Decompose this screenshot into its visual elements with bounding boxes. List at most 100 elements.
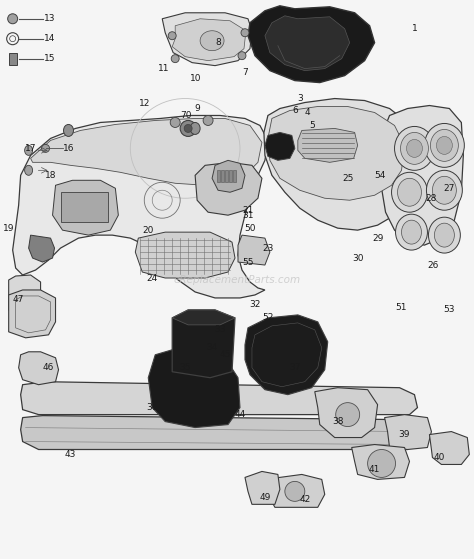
Text: 41: 41: [369, 465, 380, 474]
Text: 21: 21: [242, 206, 254, 215]
Bar: [233, 170, 236, 182]
Polygon shape: [382, 106, 463, 245]
Polygon shape: [429, 432, 469, 465]
Polygon shape: [162, 13, 252, 65]
Polygon shape: [265, 132, 295, 160]
Ellipse shape: [430, 130, 458, 162]
Bar: [225, 170, 228, 182]
Ellipse shape: [190, 122, 200, 134]
Polygon shape: [315, 388, 378, 438]
Text: 23: 23: [262, 244, 273, 253]
Ellipse shape: [25, 165, 33, 176]
Text: 39: 39: [399, 430, 410, 439]
Polygon shape: [384, 415, 431, 449]
Text: 7: 7: [242, 68, 248, 77]
Text: 14: 14: [44, 34, 55, 43]
Text: 5: 5: [309, 121, 315, 130]
Ellipse shape: [395, 214, 428, 250]
Polygon shape: [172, 310, 235, 378]
Ellipse shape: [392, 172, 428, 212]
Ellipse shape: [407, 139, 422, 158]
Text: 37: 37: [289, 363, 301, 372]
Polygon shape: [265, 16, 350, 70]
Text: 40: 40: [434, 453, 445, 462]
Ellipse shape: [241, 29, 249, 37]
Ellipse shape: [437, 136, 452, 154]
Text: 36: 36: [146, 403, 158, 412]
Text: 33: 33: [214, 325, 226, 334]
Ellipse shape: [25, 145, 33, 155]
Polygon shape: [9, 275, 41, 320]
Ellipse shape: [8, 14, 18, 23]
Text: 18: 18: [45, 171, 56, 180]
Polygon shape: [18, 352, 58, 385]
Text: 6: 6: [292, 106, 298, 115]
Text: 26: 26: [428, 260, 439, 269]
Text: 25: 25: [342, 174, 353, 183]
Ellipse shape: [434, 223, 455, 247]
Text: 70: 70: [181, 111, 192, 120]
Ellipse shape: [394, 126, 434, 170]
Bar: [61, 192, 109, 222]
Ellipse shape: [170, 117, 180, 127]
Polygon shape: [212, 160, 245, 192]
Bar: [9, 53, 17, 65]
Text: 43: 43: [65, 450, 76, 459]
Text: 54: 54: [374, 171, 385, 180]
Polygon shape: [135, 232, 235, 278]
Text: 15: 15: [44, 54, 55, 63]
Text: 3: 3: [297, 94, 303, 103]
Polygon shape: [21, 382, 418, 415]
Text: 8: 8: [215, 38, 221, 47]
Ellipse shape: [368, 449, 395, 477]
Ellipse shape: [285, 481, 305, 501]
Text: 44: 44: [234, 410, 246, 419]
Text: 9: 9: [194, 104, 200, 113]
Text: 53: 53: [444, 305, 455, 314]
Ellipse shape: [180, 121, 196, 136]
Text: 28: 28: [426, 194, 437, 203]
Ellipse shape: [238, 51, 246, 60]
Text: 49: 49: [259, 493, 271, 502]
Text: 10: 10: [191, 74, 202, 83]
Text: 29: 29: [372, 234, 383, 243]
Text: 20: 20: [143, 226, 154, 235]
Ellipse shape: [428, 217, 460, 253]
Ellipse shape: [401, 220, 421, 244]
Ellipse shape: [171, 55, 179, 63]
Ellipse shape: [432, 176, 456, 204]
Polygon shape: [248, 6, 374, 83]
Text: 38: 38: [332, 417, 344, 426]
Text: 35: 35: [179, 363, 191, 372]
Polygon shape: [238, 235, 270, 265]
Text: 19: 19: [3, 224, 14, 233]
Ellipse shape: [336, 402, 360, 427]
Polygon shape: [172, 19, 246, 60]
Text: 4: 4: [305, 108, 310, 117]
Text: eReplacementParts.com: eReplacementParts.com: [173, 275, 301, 285]
Text: 55: 55: [242, 258, 254, 267]
Text: 24: 24: [146, 273, 158, 282]
Ellipse shape: [427, 170, 462, 210]
Bar: [229, 170, 232, 182]
Ellipse shape: [64, 125, 73, 136]
Polygon shape: [265, 475, 325, 508]
Ellipse shape: [42, 144, 50, 153]
Polygon shape: [28, 235, 55, 262]
Polygon shape: [21, 415, 414, 449]
Polygon shape: [148, 350, 240, 428]
Ellipse shape: [424, 124, 465, 167]
Ellipse shape: [200, 31, 224, 51]
Text: 52: 52: [262, 314, 273, 323]
Polygon shape: [264, 98, 414, 230]
Polygon shape: [172, 310, 235, 325]
Bar: [217, 170, 220, 182]
Polygon shape: [9, 290, 55, 338]
Text: 16: 16: [63, 144, 74, 153]
Text: 47: 47: [13, 296, 24, 305]
Text: 13: 13: [44, 15, 55, 23]
Polygon shape: [13, 116, 268, 298]
Ellipse shape: [203, 116, 213, 125]
Text: 30: 30: [352, 254, 364, 263]
Text: 46: 46: [43, 363, 54, 372]
